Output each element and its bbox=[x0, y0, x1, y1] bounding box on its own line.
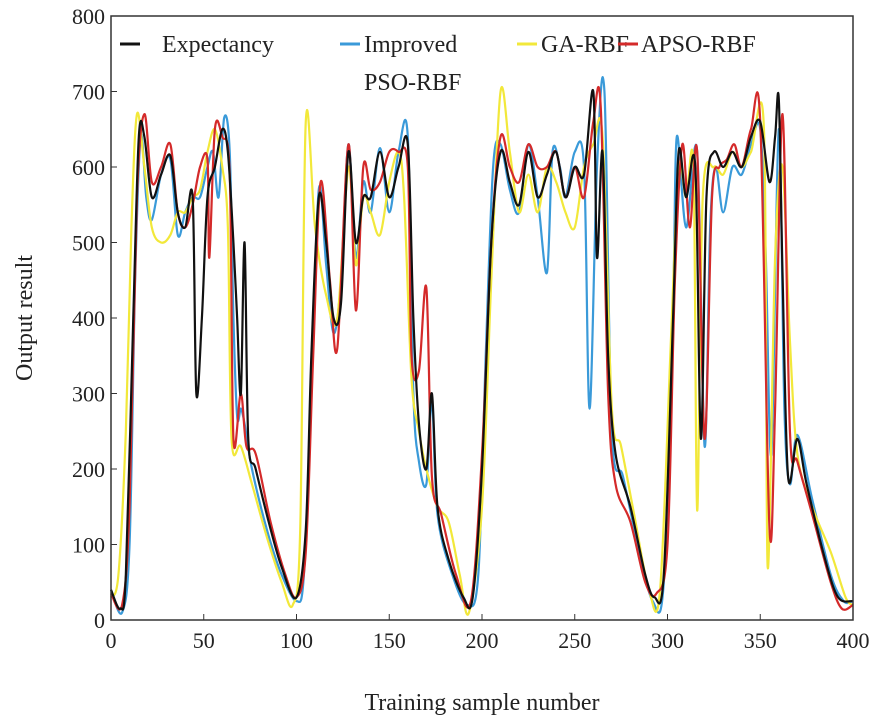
y-tick-label: 600 bbox=[72, 155, 105, 180]
x-tick-label: 150 bbox=[373, 628, 406, 653]
series-line-ga-rbf bbox=[109, 86, 854, 616]
y-tick-label: 100 bbox=[72, 533, 105, 558]
x-tick-label: 250 bbox=[558, 628, 591, 653]
y-tick-label: 400 bbox=[72, 306, 105, 331]
x-tick-label: 0 bbox=[106, 628, 117, 653]
plot-frame bbox=[110, 15, 854, 621]
x-tick-label: 200 bbox=[466, 628, 499, 653]
x-tick-label: 400 bbox=[837, 628, 870, 653]
y-tick-label: 0 bbox=[94, 608, 105, 633]
x-axis-label: Training sample number bbox=[364, 690, 599, 716]
y-tick-label: 800 bbox=[72, 4, 105, 29]
x-tick-label: 50 bbox=[193, 628, 215, 653]
axis-ticks: 0 50 100 150 200 250 300 350 400 0 100 200 300 400 500… bbox=[72, 4, 870, 653]
legend-label: Expectancy bbox=[162, 32, 274, 58]
legend-label: Improved PSO-RBF bbox=[364, 32, 461, 96]
x-tick-label: 300 bbox=[651, 628, 684, 653]
series-line-expectancy bbox=[109, 88, 854, 611]
legend-label: APSO-RBF bbox=[641, 32, 756, 58]
y-tick-label: 200 bbox=[72, 457, 105, 482]
series-line-improved-pso-rbf bbox=[109, 76, 854, 615]
y-tick-label: 700 bbox=[72, 80, 105, 105]
series-lines bbox=[109, 76, 854, 616]
legend-label: GA-RBF bbox=[541, 32, 629, 58]
y-tick-label: 300 bbox=[72, 382, 105, 407]
y-tick-label: 500 bbox=[72, 231, 105, 256]
legend: Expectancy Improved PSO-RBF GA-RBF APSO-RBF bbox=[120, 32, 756, 96]
x-tick-label: 100 bbox=[280, 628, 313, 653]
y-axis-label: Output result bbox=[12, 255, 38, 381]
x-tick-label: 350 bbox=[744, 628, 777, 653]
